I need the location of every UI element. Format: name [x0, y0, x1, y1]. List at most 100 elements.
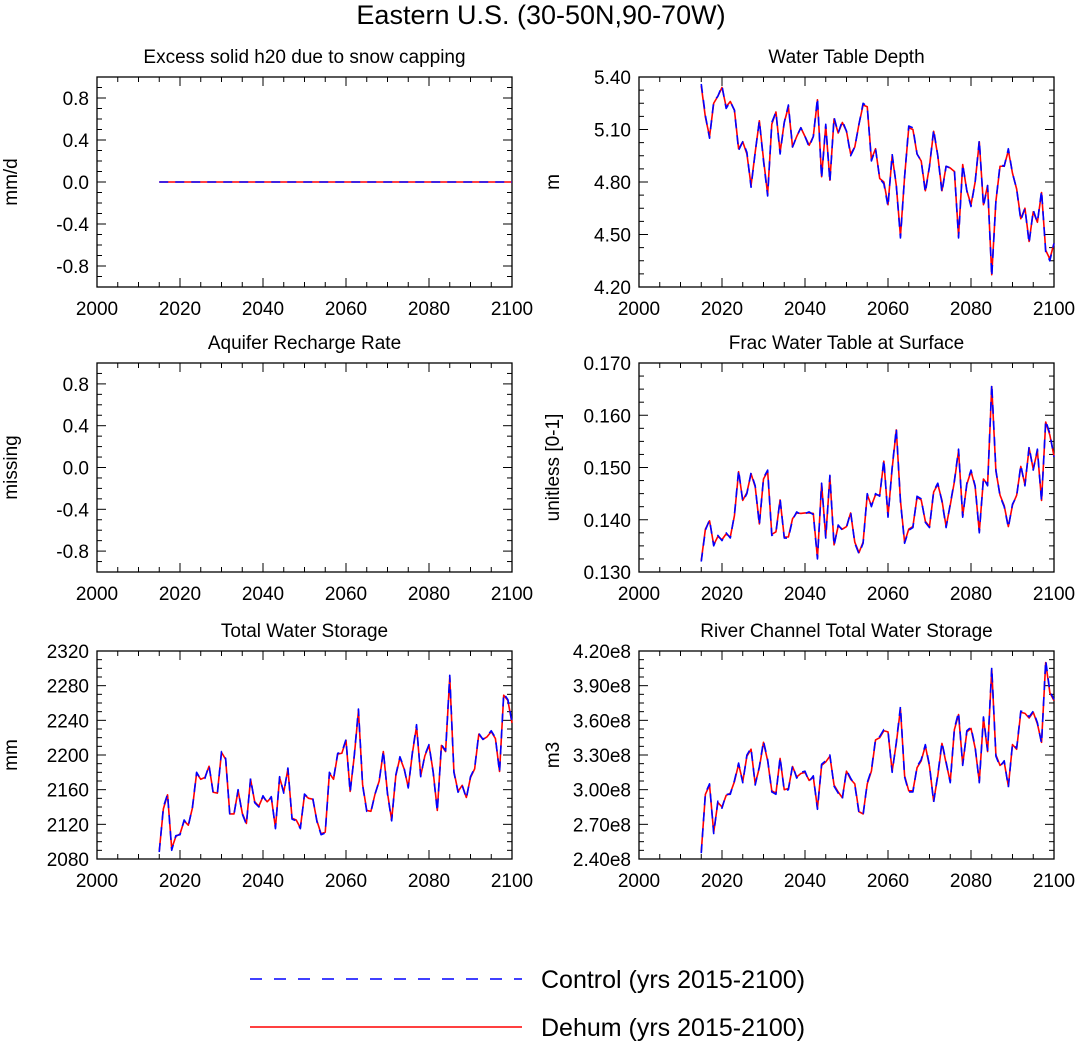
y-tick-label: 2240: [47, 711, 89, 732]
x-tick-label: 2040: [784, 299, 826, 320]
y-tick-label: -0.4: [56, 500, 89, 521]
x-tick-label: 2080: [408, 299, 450, 320]
series-control-line: [158, 674, 513, 853]
y-tick-label: 5.10: [594, 121, 631, 142]
x-tick-label: 2000: [76, 584, 118, 605]
panel-title: Water Table Depth: [768, 47, 924, 68]
x-tick-label: 2100: [1033, 584, 1075, 605]
x-tick-label: 2020: [159, 584, 201, 605]
series-dehum-line: [700, 85, 1055, 276]
legend-dehum-label: Dehum (yrs 2015-2100): [541, 1014, 805, 1041]
x-tick-label: 2100: [1033, 299, 1075, 320]
x-tick-label: 2020: [159, 871, 201, 892]
x-tick-label: 2080: [408, 871, 450, 892]
y-axis-label: mm/d: [1, 158, 22, 206]
y-tick-label: 3.60e8: [573, 711, 631, 732]
y-tick-label: 2.70e8: [573, 815, 631, 836]
legend-control-label: Control (yrs 2015-2100): [541, 966, 805, 994]
y-tick-label: 0.4: [63, 417, 90, 438]
y-tick-label: 2320: [47, 642, 89, 663]
y-tick-label: 4.20: [594, 278, 631, 299]
y-tick-label: 0.0: [63, 173, 89, 194]
y-tick-label: -0.8: [56, 257, 89, 278]
x-tick-label: 2080: [950, 584, 992, 605]
panel-water-table-depth: Water Table Depth m 2000 2020 2040 2060 2080 21…: [543, 47, 1075, 320]
panel-total-water-storage: Total Water Storage mm 2000 2020 2040 2060 208…: [1, 621, 533, 892]
x-tick-label: 2000: [618, 584, 660, 605]
y-tick-label: 0.130: [583, 563, 631, 584]
y-tick-label: 2080: [47, 850, 89, 871]
x-tick-label: 2040: [242, 871, 284, 892]
y-tick-label: 0.160: [583, 406, 631, 427]
y-axis-label: m3: [543, 742, 564, 768]
panel-title: River Channel Total Water Storage: [700, 621, 993, 642]
x-tick-label: 2020: [701, 584, 743, 605]
x-tick-label: 2000: [76, 299, 118, 320]
x-tick-label: 2040: [242, 584, 284, 605]
series-dehum-line: [700, 385, 1055, 561]
x-tick-label: 2080: [408, 584, 450, 605]
y-tick-label: 2200: [47, 746, 89, 767]
y-tick-label: -0.4: [56, 215, 89, 236]
y-tick-label: 0.170: [583, 354, 631, 375]
panel-title: Frac Water Table at Surface: [729, 333, 965, 354]
plot-frame: [96, 362, 513, 573]
plot-frame: [638, 76, 1055, 288]
y-tick-label: -0.8: [56, 542, 89, 563]
x-tick-label: 2080: [950, 871, 992, 892]
y-tick-label: 3.90e8: [573, 677, 631, 698]
y-axis-label: unitless [0-1]: [543, 414, 564, 522]
x-tick-label: 2020: [701, 299, 743, 320]
x-tick-label: 2100: [491, 299, 533, 320]
x-tick-label: 2060: [325, 299, 367, 320]
x-tick-label: 2060: [325, 871, 367, 892]
y-tick-label: 2.40e8: [573, 850, 631, 871]
x-tick-label: 2060: [867, 299, 909, 320]
panel-title: Excess solid h20 due to snow capping: [143, 47, 465, 68]
y-axis-label: missing: [1, 435, 22, 499]
y-tick-label: 0.0: [63, 459, 89, 480]
panel-excess-solid: Excess solid h20 due to snow capping mm/d…: [1, 47, 533, 320]
x-tick-label: 2100: [491, 871, 533, 892]
panel-title: Total Water Storage: [221, 621, 388, 642]
x-tick-label: 2100: [1033, 871, 1075, 892]
y-tick-label: 4.80: [594, 173, 631, 194]
y-tick-label: 2280: [47, 677, 89, 698]
y-tick-label: 0.8: [63, 89, 89, 110]
y-tick-label: 0.4: [63, 131, 90, 152]
series-dehum-line: [158, 676, 513, 852]
y-tick-label: 0.150: [583, 459, 631, 480]
x-tick-label: 2040: [784, 871, 826, 892]
series-dehum-line: [700, 661, 1055, 853]
x-tick-label: 2060: [867, 584, 909, 605]
y-axis-label: mm: [1, 739, 22, 771]
panel-aquifer-recharge: Aquifer Recharge Rate missing 2000 2020 2040…: [1, 333, 533, 605]
x-tick-label: 2000: [618, 299, 660, 320]
y-tick-label: 5.40: [594, 68, 631, 89]
x-tick-label: 2100: [491, 584, 533, 605]
x-tick-label: 2040: [242, 299, 284, 320]
y-axis-label: m: [543, 174, 564, 190]
series-control-line: [700, 383, 1055, 562]
x-tick-label: 2040: [784, 584, 826, 605]
y-tick-label: 2120: [47, 815, 89, 836]
y-tick-label: 0.8: [63, 375, 89, 396]
x-tick-label: 2060: [325, 584, 367, 605]
y-tick-label: 4.20e8: [573, 642, 631, 663]
x-tick-label: 2020: [159, 299, 201, 320]
panel-frac-water-table: Frac Water Table at Surface unitless [0-1…: [543, 333, 1075, 605]
x-tick-label: 2000: [618, 871, 660, 892]
legend: Control (yrs 2015-2100) Dehum (yrs 2015-…: [250, 966, 805, 1041]
panel-title: Aquifer Recharge Rate: [208, 333, 401, 354]
x-tick-label: 2060: [867, 871, 909, 892]
x-tick-label: 2000: [76, 871, 118, 892]
y-tick-label: 2160: [47, 781, 89, 802]
y-tick-label: 3.30e8: [573, 746, 631, 767]
series-control-line: [700, 83, 1055, 278]
y-tick-label: 4.50: [594, 226, 631, 247]
figure-title: Eastern U.S. (30-50N,90-70W): [356, 0, 725, 30]
y-tick-label: 0.140: [583, 511, 631, 532]
y-tick-label: 3.00e8: [573, 781, 631, 802]
